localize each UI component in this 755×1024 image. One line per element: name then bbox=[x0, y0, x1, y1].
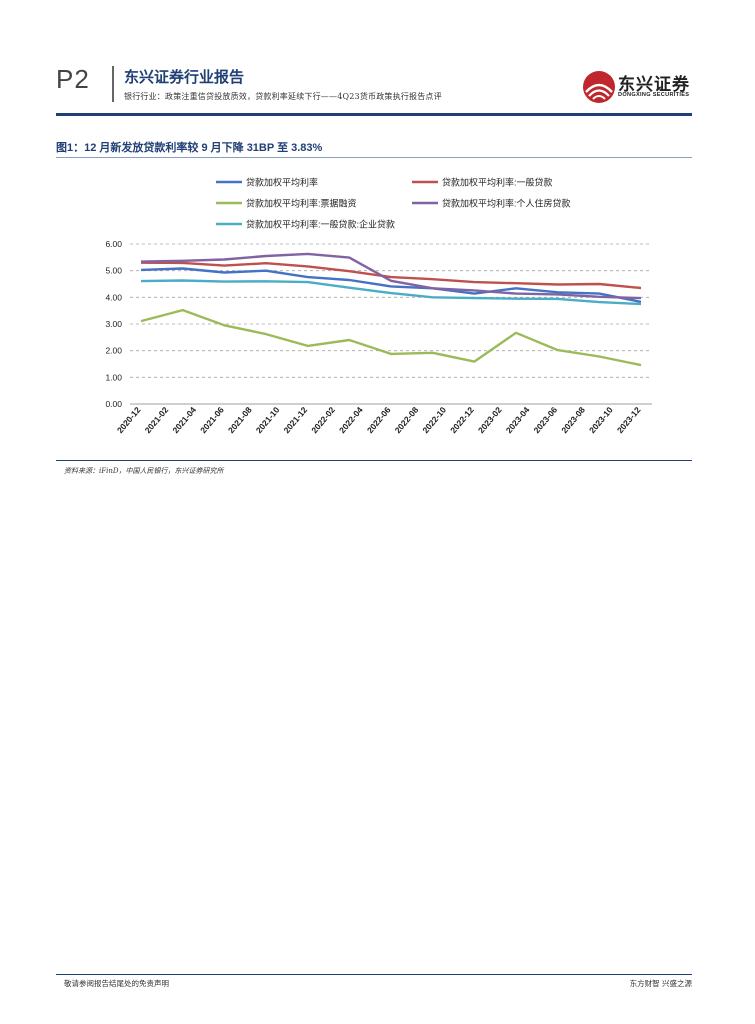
figure-bottom-rule bbox=[56, 460, 692, 461]
x-tick-label: 2023-02 bbox=[476, 405, 504, 436]
x-tick-label: 2021-08 bbox=[226, 405, 254, 436]
legend-label: 贷款加权平均利率 bbox=[246, 177, 318, 188]
x-tick-label: 2022-02 bbox=[309, 405, 337, 436]
x-tick-label: 2022-08 bbox=[393, 405, 421, 436]
figure-title: 图1：12 月新发放贷款利率较 9 月下降 31BP 至 3.83% bbox=[56, 142, 323, 154]
x-tick-label: 2023-10 bbox=[587, 405, 615, 436]
logo-text-cn: 东兴证券 bbox=[618, 75, 690, 95]
x-tick-label: 2022-06 bbox=[365, 405, 393, 436]
report-title: 东兴证券行业报告 bbox=[124, 68, 245, 86]
y-tick-label: 5.00 bbox=[105, 266, 122, 276]
x-tick-label: 2022-04 bbox=[337, 405, 365, 436]
x-tick-label: 2021-10 bbox=[254, 405, 282, 436]
y-tick-label: 3.00 bbox=[105, 319, 122, 329]
x-tick-label: 2022-12 bbox=[448, 405, 476, 436]
y-tick-label: 6.00 bbox=[105, 239, 122, 249]
footer-disclaimer: 敬请参阅报告结尾处的免责声明 bbox=[64, 979, 169, 988]
header-divider bbox=[112, 66, 114, 102]
legend-label: 贷款加权平均利率:个人住房贷款 bbox=[442, 198, 571, 209]
y-tick-label: 0.00 bbox=[105, 399, 122, 409]
logo-mark-icon bbox=[583, 71, 615, 103]
figure-top-rule bbox=[56, 157, 692, 158]
x-tick-label: 2020-12 bbox=[115, 405, 143, 436]
series-line-2 bbox=[140, 261, 642, 290]
legend-label: 贷款加权平均利率:一般贷款:企业贷款 bbox=[246, 219, 395, 230]
company-logo: 东兴证券 DONGXING SECURITIES bbox=[582, 68, 702, 106]
x-tick-label: 2023-08 bbox=[559, 405, 587, 436]
x-tick-label: 2021-06 bbox=[198, 405, 226, 436]
series-line-3 bbox=[140, 308, 642, 367]
page-number: P2 bbox=[56, 64, 90, 94]
x-tick-label: 2021-12 bbox=[281, 405, 309, 436]
x-tick-label: 2023-04 bbox=[504, 405, 532, 436]
x-tick-label: 2023-06 bbox=[531, 405, 559, 436]
logo-text-en: DONGXING SECURITIES bbox=[618, 92, 690, 98]
report-subtitle: 银行行业：政策注重信贷投放质效，贷款利率延续下行——4Q23货币政策执行报告点评 bbox=[124, 92, 442, 101]
footer-rule bbox=[56, 974, 692, 975]
series-line-5 bbox=[140, 279, 642, 306]
x-tick-label: 2021-02 bbox=[143, 405, 171, 436]
header-rule bbox=[56, 113, 692, 116]
legend-label: 贷款加权平均利率:一般贷款 bbox=[442, 177, 553, 188]
x-tick-label: 2022-10 bbox=[420, 405, 448, 436]
series-line-4 bbox=[140, 252, 642, 300]
x-tick-label: 2021-04 bbox=[170, 405, 198, 436]
series-line-1 bbox=[140, 267, 642, 304]
figure-source: 资料来源：iFinD，中国人民银行，东兴证券研究所 bbox=[64, 467, 224, 475]
y-tick-label: 2.00 bbox=[105, 346, 122, 356]
loan-rate-chart: 0.00 1.00 2.00 3.00 4.00 5.00 6.00 2020-12 2021-… bbox=[56, 160, 692, 460]
footer-slogan: 东方财智 兴盛之源 bbox=[629, 979, 692, 988]
x-tick-label: 2023-12 bbox=[615, 405, 643, 436]
y-tick-label: 1.00 bbox=[105, 372, 122, 382]
y-tick-label: 4.00 bbox=[105, 292, 122, 302]
legend-label: 贷款加权平均利率:票据融资 bbox=[246, 198, 357, 209]
